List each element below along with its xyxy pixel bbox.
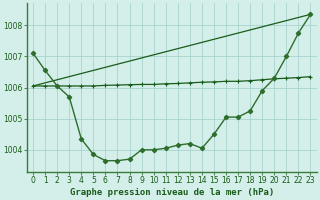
X-axis label: Graphe pression niveau de la mer (hPa): Graphe pression niveau de la mer (hPa) xyxy=(70,188,274,197)
